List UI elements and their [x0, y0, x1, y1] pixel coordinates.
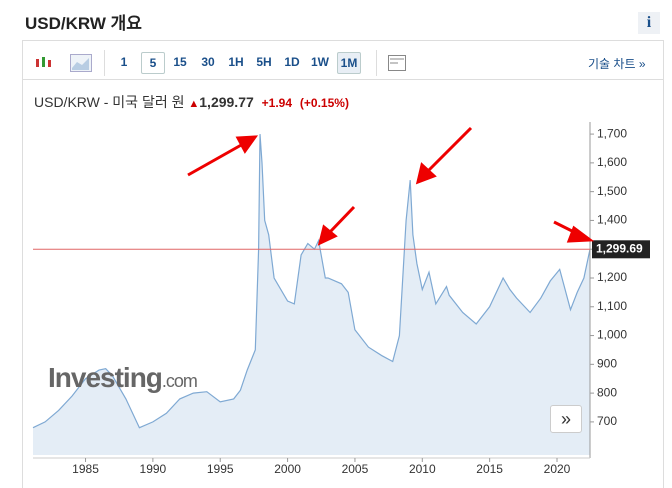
x-tick-label: 2005: [342, 462, 369, 476]
y-tick-label: 1,700: [597, 126, 627, 140]
annotation-arrows: [187, 126, 595, 246]
x-tick-label: 1985: [72, 462, 99, 476]
indicator-icon[interactable]: [388, 55, 406, 71]
plot: 7008009001,0001,1001,2001,3001,4001,5001…: [32, 122, 650, 476]
y-tick-label: 900: [597, 357, 617, 371]
x-tick-label: 1995: [207, 462, 234, 476]
scroll-button[interactable]: »: [550, 405, 582, 433]
page-title: USD/KRW 개요: [25, 14, 142, 33]
interval-button[interactable]: 1H: [228, 55, 244, 69]
y-tick-label: 1,000: [597, 328, 627, 342]
price-line: [32, 134, 591, 429]
interval-button[interactable]: 5: [141, 52, 165, 74]
y-tick-label: 1,200: [597, 270, 627, 284]
candle-icon[interactable]: [34, 55, 52, 71]
x-tick-label: 2020: [544, 462, 571, 476]
interval-button[interactable]: 1M: [337, 52, 361, 74]
tech-chart-link[interactable]: 기술 차트 »: [588, 57, 646, 71]
sep: [376, 50, 377, 76]
y-tick-label: 700: [597, 414, 617, 428]
area-fill: [33, 134, 590, 455]
quote-change-pct: (+0.15%): [299, 96, 349, 110]
x-tick-label: 2015: [476, 462, 503, 476]
y-tick-label: 1,600: [597, 155, 627, 169]
watermark-brand: Investing: [48, 362, 163, 393]
x-tick-label: 2000: [274, 462, 301, 476]
tech-chart-label[interactable]: 기술 차트: [588, 57, 636, 71]
chart-panel: [22, 40, 664, 488]
x-tick-label: 1990: [140, 462, 167, 476]
y-tick-label: 800: [597, 385, 617, 399]
interval-button[interactable]: 15: [173, 55, 187, 69]
sep: [104, 50, 105, 76]
y-tick-label: 1,400: [597, 213, 627, 227]
info-button[interactable]: i: [638, 12, 660, 34]
interval-button[interactable]: 1W: [311, 55, 329, 69]
y-tick-label: 1,100: [597, 299, 627, 313]
watermark-suffix: .com: [161, 371, 198, 391]
quote-name: USD/KRW - 미국 달러 원: [34, 94, 185, 110]
quote-change: +1.94: [261, 96, 293, 110]
divider: [22, 79, 663, 80]
interval-button[interactable]: 5H: [256, 55, 272, 69]
quote-row: USD/KRW - 미국 달러 원 ▲1,299.77 +1.94 (+0.15…: [34, 94, 349, 110]
interval-button[interactable]: 1D: [284, 55, 300, 69]
quote-price: 1,299.77: [199, 94, 254, 110]
y-tick-label: 1,500: [597, 184, 627, 198]
area-icon[interactable]: [70, 54, 92, 72]
x-tick-label: 2010: [409, 462, 436, 476]
watermark: Investing.com: [48, 362, 198, 394]
last-price-box: [592, 240, 650, 259]
interval-button[interactable]: 30: [201, 55, 215, 69]
interval-button[interactable]: 1: [120, 55, 128, 69]
last-price-label: 1,299.69: [596, 241, 643, 255]
